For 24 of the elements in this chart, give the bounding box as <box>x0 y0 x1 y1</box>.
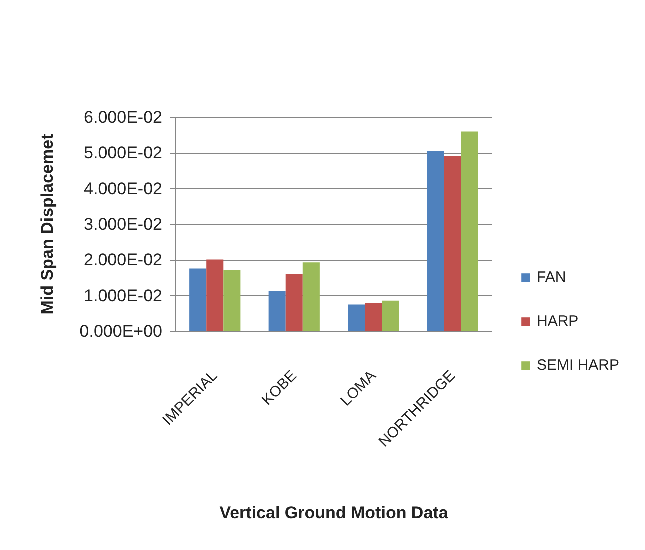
y-tick-label: 5.000E-02 <box>84 144 162 163</box>
bar <box>206 260 224 332</box>
bar <box>461 132 478 332</box>
bar <box>348 304 366 332</box>
legend-label: FAN <box>537 269 566 286</box>
y-tick-label: 2.000E-02 <box>84 250 162 270</box>
bar <box>224 270 241 332</box>
bar <box>427 151 444 332</box>
y-tick-label: 0.000E+00 <box>80 322 162 341</box>
y-tick-label: 6.000E-02 <box>84 108 162 127</box>
y-axis-title: Mid Span Displacemet <box>38 134 57 315</box>
bar <box>365 302 382 332</box>
bar <box>190 268 207 332</box>
bar <box>444 156 462 332</box>
y-tick-label: 4.000E-02 <box>84 179 162 198</box>
y-tick-label: 1.000E-02 <box>84 286 162 306</box>
legend-label: SEMI HARP <box>537 357 620 374</box>
legend-label: HARP <box>537 313 579 330</box>
bar <box>286 274 303 332</box>
bar <box>302 262 320 332</box>
x-axis-title: Vertical Ground Motion Data <box>220 504 449 523</box>
y-tick-label: 3.000E-02 <box>84 215 162 234</box>
bar <box>382 300 400 332</box>
bar <box>268 291 286 332</box>
